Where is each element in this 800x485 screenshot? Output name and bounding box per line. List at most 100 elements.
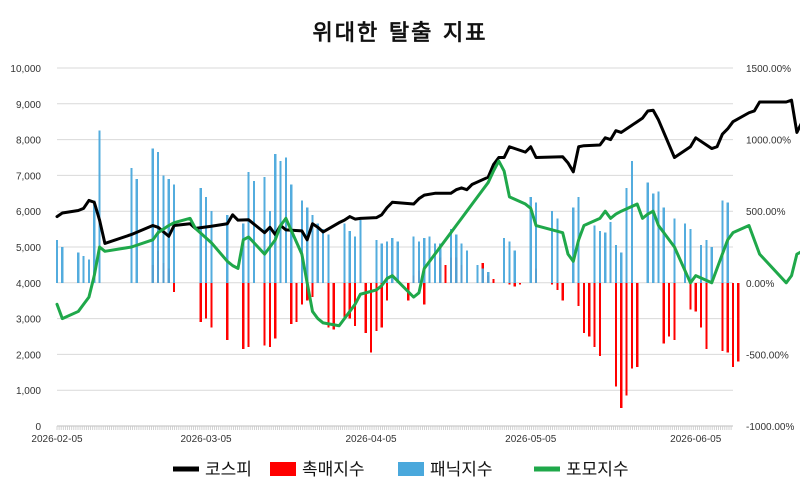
y-right-tick-label: -1000.00% xyxy=(746,422,794,433)
catalyst-bar xyxy=(561,282,564,301)
panic-bar xyxy=(210,211,213,283)
panic-bar xyxy=(689,229,692,283)
catalyst-bar xyxy=(588,282,591,337)
catalyst-bar xyxy=(274,282,277,339)
catalyst-bar xyxy=(300,282,303,305)
bar-layer xyxy=(55,130,740,409)
catalyst-bar xyxy=(247,282,250,348)
panic-bar xyxy=(130,168,133,283)
panic-bar xyxy=(529,196,532,283)
panic-bar xyxy=(327,234,330,283)
catalyst-bar xyxy=(444,264,447,283)
panic-bar xyxy=(55,239,59,283)
catalyst-bar xyxy=(204,282,208,319)
catalyst-bar xyxy=(550,282,554,285)
x-tick-label: 2026-04-05 xyxy=(345,434,397,445)
panic-bar xyxy=(87,259,91,283)
panic-bar xyxy=(481,268,484,283)
x-tick-label: 2026-05-05 xyxy=(505,434,557,445)
y-left-tick-label: 7,000 xyxy=(16,171,41,182)
y-left-tick-label: 5,000 xyxy=(16,243,41,254)
kospi-line xyxy=(55,98,800,245)
y-left-tick-label: 4,000 xyxy=(16,279,41,290)
catalyst-bar xyxy=(625,282,628,396)
catalyst-bar xyxy=(380,282,383,328)
catalyst-bar xyxy=(721,282,724,351)
panic-legend-swatch xyxy=(398,462,424,476)
y-left-tick-label: 3,000 xyxy=(16,315,41,326)
panic-bar xyxy=(449,229,452,283)
catalyst-bar xyxy=(556,282,559,290)
catalyst-bar xyxy=(327,282,330,328)
y-left-tick-label: 2,000 xyxy=(16,350,41,361)
panic-bar xyxy=(396,241,399,283)
catalyst-bar xyxy=(582,282,586,333)
catalyst-bar xyxy=(598,282,602,357)
panic-bar xyxy=(252,180,256,283)
catalyst-bar xyxy=(423,282,426,305)
panic-bar xyxy=(93,200,96,283)
panic-bar xyxy=(247,171,250,283)
y-right-tick-label: -500.00% xyxy=(746,350,789,361)
y-right-tick-label: 1500.00% xyxy=(746,64,791,75)
catalyst-bar xyxy=(343,282,346,317)
legend-item: 포모지수 xyxy=(534,460,629,480)
catalyst-bar xyxy=(593,282,596,348)
panic-bar xyxy=(572,207,575,283)
catalyst-bar xyxy=(694,282,697,312)
panic-bar xyxy=(609,221,612,283)
catalyst-bar xyxy=(268,282,272,348)
panic-bar xyxy=(157,152,160,283)
legend-item: 패닉지수 xyxy=(398,460,493,480)
panic-bar xyxy=(98,130,101,283)
panic-bar xyxy=(61,247,64,283)
y-left-tick-label: 6,000 xyxy=(16,207,41,218)
x-tick-label: 2026-06-05 xyxy=(670,434,722,445)
panic-bar xyxy=(460,243,463,283)
catalyst-bar xyxy=(173,282,176,292)
panic-bar xyxy=(662,207,665,283)
catalyst-bar xyxy=(620,282,623,409)
panic-bar xyxy=(311,214,314,283)
legend-label: 포모지수 xyxy=(566,460,629,480)
y-right-tick-label: 1000.00% xyxy=(746,136,791,147)
panic-bar xyxy=(385,241,389,283)
panic-bar xyxy=(534,202,538,283)
x-tick-label: 2026-03-05 xyxy=(180,434,232,445)
panic-bar xyxy=(151,148,154,283)
panic-bar xyxy=(699,245,703,283)
panic-bar xyxy=(630,161,633,283)
legend-label: 코스피 xyxy=(205,460,252,480)
chart-title: 위대한 탈출 지표 xyxy=(313,21,488,46)
catalyst-bar xyxy=(492,279,495,283)
panic-bar xyxy=(412,236,415,283)
catalyst-bar xyxy=(513,282,516,287)
panic-bar xyxy=(353,236,357,283)
catalyst-bar xyxy=(518,282,522,285)
catalyst-bar xyxy=(332,282,335,330)
panic-bar xyxy=(322,229,325,283)
panic-bar xyxy=(513,250,516,283)
catalyst-bar xyxy=(364,282,367,333)
panic-bar xyxy=(556,218,559,283)
catalyst-bar xyxy=(614,282,617,387)
catalyst-bar xyxy=(210,282,213,328)
panic-bar xyxy=(652,193,655,283)
axis-layer: 0 1,000 2,000 3,000 4,000 5,000 6,000 7,000 8,00… xyxy=(10,64,794,445)
panic-bar xyxy=(300,200,303,283)
panic-bar xyxy=(614,245,617,283)
fomo-line xyxy=(55,159,800,328)
panic-bar xyxy=(343,223,346,283)
panic-bar xyxy=(550,211,554,283)
panic-bar xyxy=(274,153,277,283)
catalyst-legend-swatch xyxy=(270,462,296,476)
panic-bar xyxy=(391,238,394,283)
catalyst-bar xyxy=(226,282,229,341)
panic-bar xyxy=(375,239,378,283)
catalyst-bar xyxy=(369,282,373,353)
panic-bar xyxy=(348,230,351,283)
panic-bar xyxy=(508,241,511,283)
catalyst-bar xyxy=(731,282,735,367)
panic-bar xyxy=(625,187,628,283)
